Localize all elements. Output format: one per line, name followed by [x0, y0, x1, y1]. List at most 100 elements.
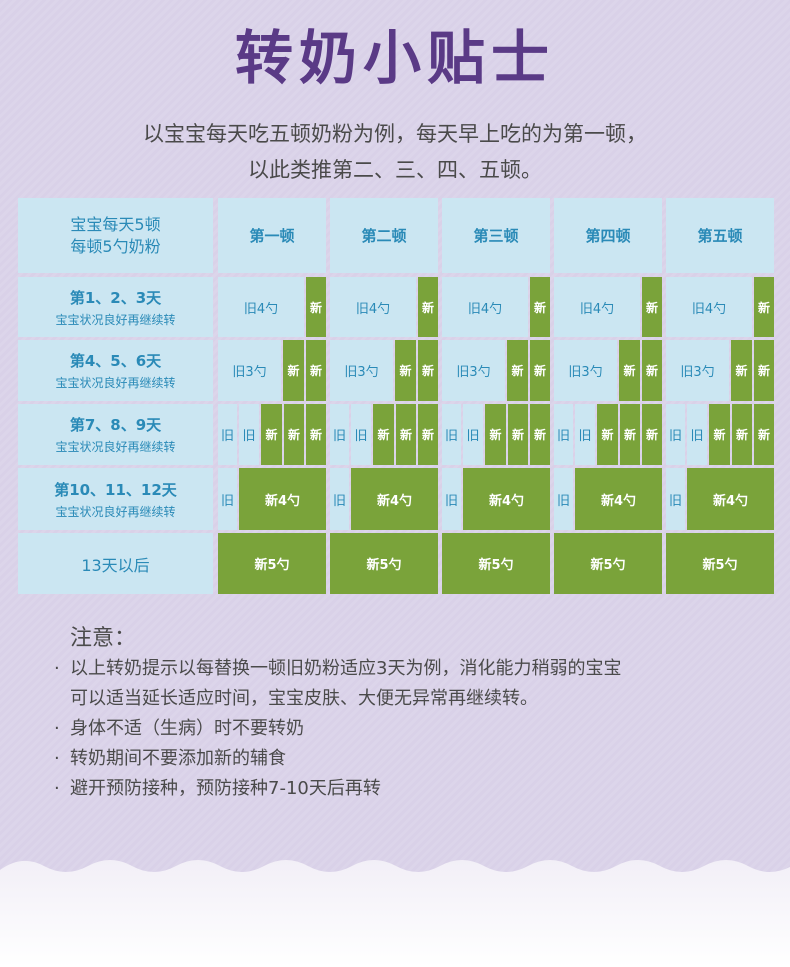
new-portion: 新: [731, 340, 752, 401]
new-portion: 新: [283, 340, 304, 401]
old-portion: 旧: [687, 404, 707, 465]
note-text: 身体不适（生病）时不要转奶: [70, 718, 304, 739]
new-portion: 新5勺: [666, 533, 774, 594]
old-portion: 旧4勺: [442, 277, 528, 337]
new-portion: 新: [418, 404, 438, 465]
new-portion: 新: [395, 340, 416, 401]
notes-title: 注意：: [70, 626, 137, 651]
old-portion: 旧3勺: [218, 340, 281, 401]
old-portion: 旧: [666, 468, 685, 530]
row-subtitle: 宝宝状况良好再继续转: [55, 376, 176, 390]
new-portion: 新: [620, 404, 640, 465]
new-portion: 新: [306, 340, 326, 401]
new-portion: 新: [530, 404, 550, 465]
new-portion: 新4勺: [687, 468, 774, 530]
new-portion: 新: [530, 277, 550, 337]
old-portion: 旧4勺: [218, 277, 304, 337]
new-portion: 新: [642, 277, 662, 337]
old-portion: 旧: [330, 468, 349, 530]
old-portion: 旧: [239, 404, 259, 465]
column-header: 第一顿: [218, 198, 326, 273]
old-portion: 旧4勺: [554, 277, 640, 337]
new-portion: 新5勺: [554, 533, 662, 594]
row-header: 第1、2、3天宝宝状况良好再继续转: [18, 277, 213, 337]
note-item: · 以上转奶提示以每替换一顿旧奶粉适应3天为例，消化能力稍弱的宝宝: [54, 654, 621, 684]
new-portion: 新5勺: [218, 533, 326, 594]
old-portion: 旧: [666, 404, 685, 465]
corner-line-1: 宝宝每天5顿: [70, 214, 161, 234]
row-header: 第7、8、9天 宝宝状况良好再继续转: [18, 404, 213, 465]
old-portion: 旧: [575, 404, 595, 465]
new-portion: 新: [396, 404, 416, 465]
new-portion: 新: [619, 340, 640, 401]
old-portion: 旧: [218, 404, 237, 465]
bullet-icon: ·: [54, 718, 60, 739]
row-title: 第7、8、9天: [69, 416, 162, 434]
old-portion: 旧: [218, 468, 237, 530]
row-subtitle: 宝宝状况良好再继续转: [55, 504, 176, 519]
intro-line-1: 以宝宝每天吃五顿奶粉为例，每天早上吃的为第一顿，: [143, 122, 647, 146]
new-portion: 新: [373, 404, 394, 465]
note-text: 避开预防接种，预防接种7-10天后再转: [70, 778, 381, 799]
old-portion: 旧: [442, 404, 461, 465]
new-portion: 新: [485, 404, 506, 465]
old-portion: 旧: [330, 404, 349, 465]
intro-text: 以宝宝每天吃五顿奶粉为例，每天早上吃的为第一顿， 以此类推第二、三、四、五顿。: [0, 116, 790, 188]
page-title: 转奶小贴士: [234, 24, 555, 92]
column-header: 第二顿: [330, 198, 438, 273]
old-portion: 旧3勺: [442, 340, 505, 401]
bullet-icon: ·: [54, 748, 60, 769]
old-portion: 旧: [554, 468, 573, 530]
row-header: 第10、11、12天宝宝状况良好再继续转: [18, 468, 213, 530]
note-text: 以上转奶提示以每替换一顿旧奶粉适应3天为例，消化能力稍弱的宝宝: [70, 658, 622, 679]
old-portion: 旧: [554, 404, 573, 465]
row-header: 13天以后: [18, 533, 213, 594]
old-portion: 旧: [463, 404, 483, 465]
new-portion: 新: [732, 404, 752, 465]
row-subtitle: 宝宝状况良好再继续转: [55, 312, 176, 327]
old-portion: 旧: [351, 404, 371, 465]
note-text: 转奶期间不要添加新的辅食: [70, 748, 286, 769]
new-portion: 新: [418, 277, 438, 337]
new-portion: 新4勺: [575, 468, 662, 530]
row-title: 13天以后: [81, 555, 150, 575]
note-item: · 避开预防接种，预防接种7-10天后再转: [54, 774, 621, 804]
old-portion: 旧3勺: [666, 340, 729, 401]
new-portion: 新: [642, 404, 662, 465]
table-corner-header: 宝宝每天5顿 每顿5勺奶粉: [18, 198, 213, 273]
notes-section: 注意： · 以上转奶提示以每替换一顿旧奶粉适应3天为例，消化能力稍弱的宝宝 可以适当…: [54, 624, 621, 804]
old-portion: 旧3勺: [330, 340, 393, 401]
column-header: 第三顿: [442, 198, 550, 273]
row-header: 第4、5、6天宝宝状况良好再继续转: [18, 340, 213, 401]
old-portion: 旧4勺: [666, 277, 752, 337]
note-item: · 转奶期间不要添加新的辅食: [54, 744, 621, 774]
new-portion: 新: [709, 404, 730, 465]
new-portion: 新: [508, 404, 528, 465]
intro-line-2: 以此类推第二、三、四、五顿。: [248, 158, 542, 182]
new-portion: 新: [284, 404, 304, 465]
new-portion: 新: [642, 340, 662, 401]
new-portion: 新: [306, 277, 326, 337]
note-text: 可以适当延长适应时间，宝宝皮肤、大便无异常再继续转。: [70, 688, 538, 709]
bullet-icon: ·: [54, 658, 60, 679]
row-title: 第4、5、6天: [69, 352, 162, 370]
corner-line-2: 每顿5勺奶粉: [70, 236, 161, 256]
row-title: 第10、11、12天: [54, 480, 177, 499]
bullet-icon: ·: [54, 778, 60, 799]
new-portion: 新4勺: [351, 468, 438, 530]
new-portion: 新: [597, 404, 618, 465]
new-portion: 新5勺: [442, 533, 550, 594]
new-portion: 新: [530, 340, 550, 401]
new-portion: 新5勺: [330, 533, 438, 594]
new-portion: 新: [507, 340, 528, 401]
new-portion: 新: [306, 404, 326, 465]
old-portion: 旧: [442, 468, 461, 530]
row-title: 第1、2、3天: [69, 288, 162, 307]
new-portion: 新: [754, 404, 774, 465]
note-item: 可以适当延长适应时间，宝宝皮肤、大便无异常再继续转。: [54, 684, 621, 714]
old-portion: 旧4勺: [330, 277, 416, 337]
new-portion: 新4勺: [463, 468, 550, 530]
new-portion: 新4勺: [239, 468, 326, 530]
column-header: 第五顿: [666, 198, 774, 273]
